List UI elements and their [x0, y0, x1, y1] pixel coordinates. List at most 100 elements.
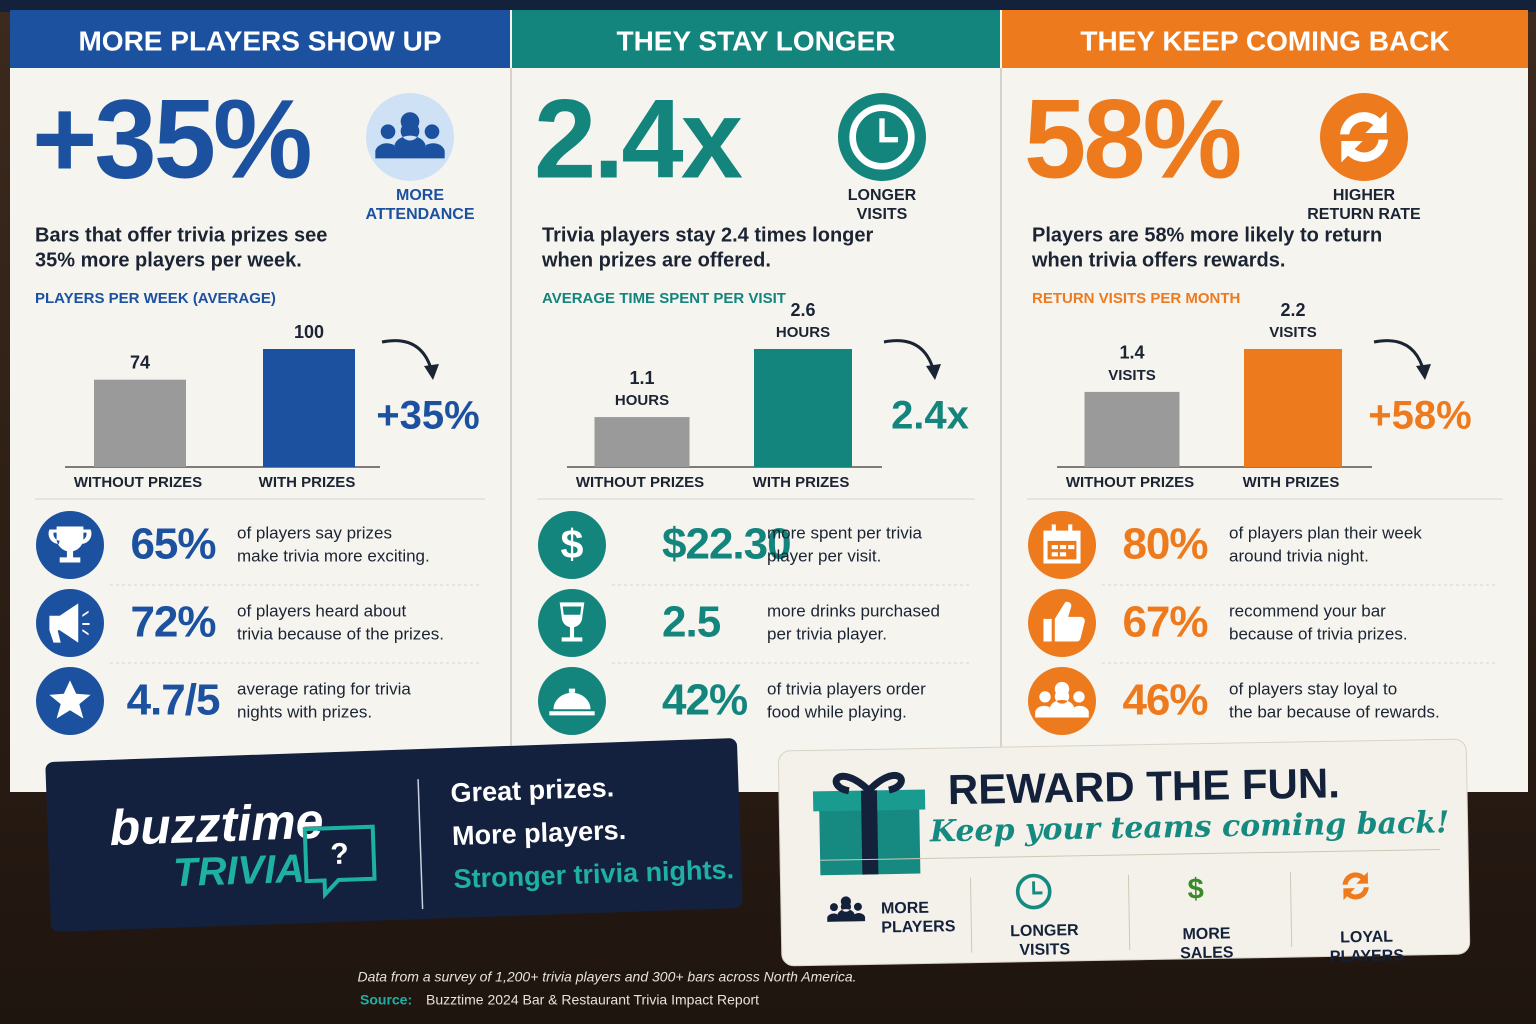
- description: Bars that offer trivia prizes see: [35, 224, 327, 246]
- cta-item-label: MORE: [881, 900, 930, 918]
- category-label: WITHOUT PRIZES: [576, 474, 704, 491]
- icon-shape: [49, 603, 90, 643]
- icon: [538, 589, 606, 657]
- brand-divider: [417, 779, 424, 910]
- cta-item-divider: [969, 877, 973, 953]
- big-stat-label: LONGER: [848, 187, 917, 204]
- chart-title: AVERAGE TIME SPENT PER VISIT: [542, 290, 786, 307]
- icon-glyph: $: [1187, 873, 1204, 905]
- description: Trivia players stay 2.4 times longer: [542, 224, 873, 246]
- arrow-head: [1416, 364, 1431, 380]
- big-stat-label: ATTENDANCE: [365, 206, 474, 223]
- stat-text: more spent per trivia: [767, 523, 922, 542]
- brand-mark: ?: [330, 838, 349, 872]
- icon-shape: [849, 104, 915, 170]
- bar-value-label: 1.4: [1119, 343, 1144, 363]
- cta-card: REWARD THE FUN.Keep your teams coming ba…: [777, 738, 1471, 967]
- icon: [366, 93, 454, 181]
- stat-text: around trivia night.: [1229, 546, 1369, 565]
- stat-text: of trivia players order: [767, 679, 926, 698]
- panel-header-bg: [10, 10, 510, 68]
- cta-item-label: PLAYERS: [881, 918, 956, 936]
- cta-item-label: PLAYERS: [1330, 947, 1405, 965]
- gift-bow: [832, 772, 905, 795]
- icon-shape: [1015, 873, 1052, 910]
- icon: [827, 896, 866, 922]
- big-stat-label: HIGHER: [1333, 187, 1396, 204]
- stat-text: of players plan their week: [1229, 523, 1422, 542]
- panel-header-bg: [1002, 10, 1528, 68]
- icon-shape: [879, 118, 898, 143]
- stat-value: 42%: [662, 676, 747, 725]
- stat-value: $22.30: [662, 520, 791, 569]
- tagline: Great prizes.: [450, 772, 615, 808]
- cta-title: REWARD THE FUN.: [948, 759, 1341, 813]
- stat-text: of players stay loyal to: [1229, 679, 1397, 698]
- icon-circle: [1028, 667, 1096, 735]
- icon-circle: [538, 511, 606, 579]
- icon-shape: [1342, 871, 1369, 900]
- icon: [838, 93, 926, 181]
- bar-unit-label: VISITS: [1108, 367, 1156, 384]
- stat-text: recommend your bar: [1229, 601, 1386, 620]
- footer-source: Buzztime 2024 Bar & Restaurant Trivia Im…: [426, 992, 759, 1008]
- icon: [538, 667, 606, 735]
- icon: [1320, 93, 1408, 181]
- description: 35% more players per week.: [35, 249, 302, 271]
- icon: [1028, 511, 1096, 579]
- description: when trivia offers rewards.: [1031, 249, 1285, 271]
- icon-shape: [1032, 881, 1043, 895]
- stat-text: food while playing.: [767, 702, 907, 721]
- cta-item-divider: [1127, 874, 1131, 950]
- bar-value-label: 2.6: [790, 300, 815, 320]
- stat-text: of players say prizes: [237, 523, 392, 542]
- icon-shape: [1340, 111, 1388, 163]
- change-label: +58%: [1368, 394, 1471, 438]
- bar: [1084, 391, 1180, 467]
- big-stat-label: VISITS: [857, 206, 908, 223]
- stat-text: make trivia more exciting.: [237, 546, 430, 565]
- icon-shape: [48, 526, 92, 563]
- footer-note: Data from a survey of 1,200+ trivia play…: [357, 969, 856, 985]
- icon-circle: [366, 93, 454, 181]
- arrow-head: [926, 364, 941, 380]
- cta-item-label: LONGER: [1010, 922, 1079, 940]
- stat-value: 2.5: [662, 598, 721, 647]
- icon: [36, 589, 104, 657]
- icon-circle: [1320, 93, 1408, 181]
- chart-title: RETURN VISITS PER MONTH: [1032, 290, 1240, 307]
- cta-item-label: LOYAL: [1340, 929, 1393, 947]
- big-stat: +35%: [32, 77, 310, 202]
- icon-shape: [1043, 524, 1081, 564]
- icon: [36, 511, 104, 579]
- stat-value: 4.7/5: [127, 676, 220, 725]
- big-stat-label: MORE: [396, 187, 444, 204]
- bar: [754, 349, 852, 467]
- footer-source-label: Source:: [360, 992, 412, 1008]
- icon-shape: [1043, 601, 1085, 642]
- arrow-head: [424, 364, 439, 380]
- stat-text: the bar because of rewards.: [1229, 702, 1440, 721]
- big-stat: 58%: [1024, 77, 1240, 202]
- stat-value: 65%: [130, 520, 215, 569]
- panel-header: THEY STAY LONGER: [616, 25, 895, 56]
- cta-card-bg: [777, 738, 1471, 967]
- icon-shape: [1035, 681, 1089, 718]
- icon: [1028, 667, 1096, 735]
- icon: $: [538, 511, 606, 579]
- bar: [594, 417, 690, 467]
- big-stat-label: RETURN RATE: [1307, 206, 1421, 223]
- change-label: +35%: [376, 394, 479, 438]
- bar-unit-label: HOURS: [615, 392, 669, 409]
- brand-bubble: [302, 824, 377, 900]
- brand-name: buzztime: [109, 793, 325, 856]
- panel-header-bg: [512, 10, 1000, 68]
- bar-value-label: 74: [130, 352, 150, 372]
- stat-text: average rating for trivia: [237, 679, 411, 698]
- cta-separator: [820, 848, 1441, 861]
- cta-item-label: SALES: [1180, 944, 1234, 962]
- stat-text: nights with prizes.: [237, 702, 372, 721]
- category-label: WITHOUT PRIZES: [74, 474, 202, 491]
